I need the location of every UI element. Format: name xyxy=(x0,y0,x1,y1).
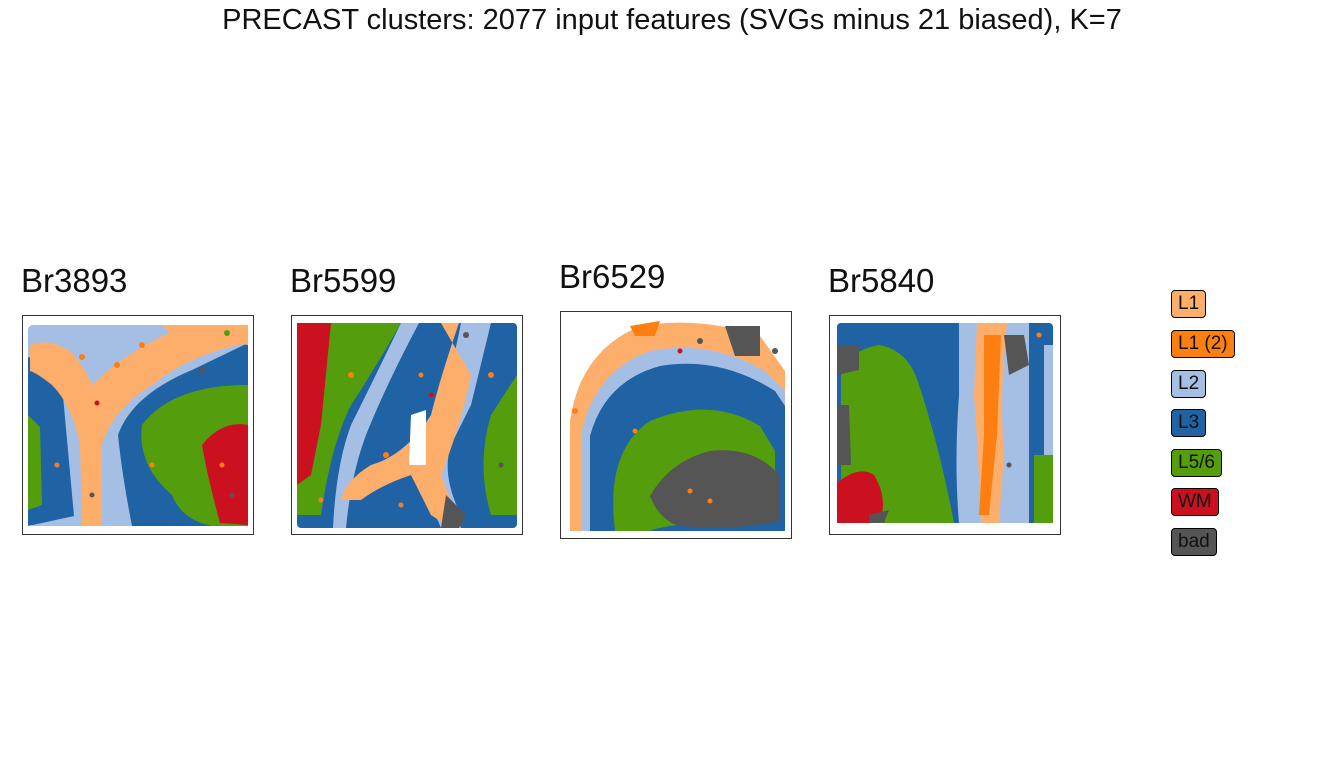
panel-title-br5840: Br5840 xyxy=(828,262,935,299)
spatial-panel-br5599 xyxy=(291,315,523,535)
legend-item-l1-2: L1 (2) xyxy=(1171,330,1235,358)
legend-item-l3: L3 xyxy=(1171,409,1207,437)
legend-item-l2: L2 xyxy=(1171,370,1207,398)
legend-item-bad: bad xyxy=(1171,528,1217,556)
spot-layer xyxy=(837,323,1053,523)
spatial-panel-br6529 xyxy=(560,311,792,539)
chart-title: PRECAST clusters: 2077 input features (S… xyxy=(222,4,1122,36)
spot-layer xyxy=(28,325,248,526)
panel-title-br6529: Br6529 xyxy=(559,258,666,295)
legend-item-l5-6: L5/6 xyxy=(1171,449,1222,477)
legend-item-wm: WM xyxy=(1171,488,1219,516)
panel-title-br5599: Br5599 xyxy=(290,262,397,299)
spatial-panel-br3893 xyxy=(22,315,254,535)
spatial-panel-br5840 xyxy=(829,315,1061,535)
panel-title-br3893: Br3893 xyxy=(21,262,128,299)
spot-layer xyxy=(570,321,785,531)
spot-layer xyxy=(297,323,517,528)
legend-item-l1: L1 xyxy=(1171,290,1207,318)
